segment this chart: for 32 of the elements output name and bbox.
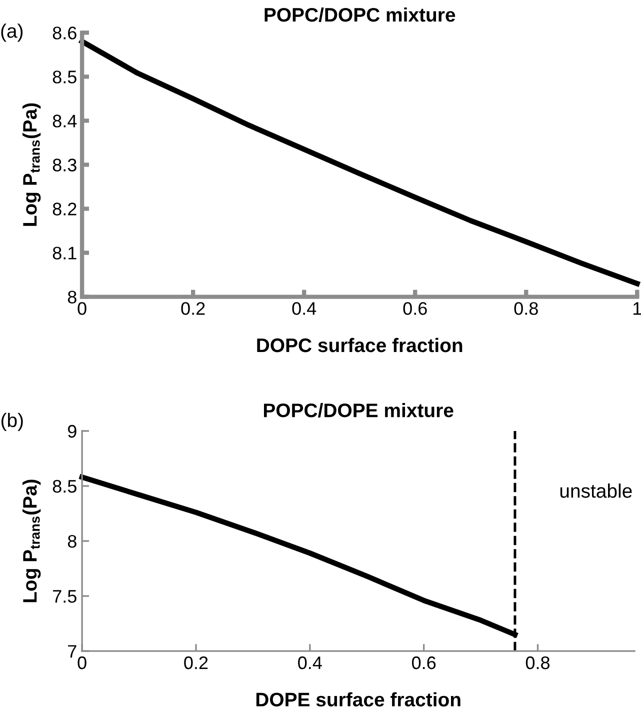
y-tick-label: 8 xyxy=(68,290,76,304)
y-tick-label: 8.5 xyxy=(52,70,76,84)
y-tick-label: 8.2 xyxy=(52,202,76,216)
text: (b) xyxy=(1,412,23,431)
annotation: unstable xyxy=(560,484,632,498)
x-tick-label: 0.4 xyxy=(298,656,322,670)
x-tick-label: 0.8 xyxy=(514,302,538,315)
y-axis-title: Log P$_{trans}$(Pa) xyxy=(22,480,41,602)
x-tick-label: 0 xyxy=(78,302,86,315)
text: (a) xyxy=(1,24,23,42)
chart-title: POPC/DOPE mixture xyxy=(264,402,454,418)
x-tick-label: 0 xyxy=(78,656,86,670)
x-tick-label: 0.4 xyxy=(292,302,316,315)
y-tick-label: 8.1 xyxy=(52,246,76,260)
x-axis-title: DOPC surface fraction xyxy=(257,338,462,352)
y-axis-title: Log P$_{trans}$(Pa) xyxy=(22,103,41,226)
y-tick-label: 8.3 xyxy=(52,158,76,172)
y-tick-label: 9 xyxy=(68,424,76,438)
chart-title: POPC/DOPC mixture xyxy=(264,7,456,22)
x-tick-label: 0.2 xyxy=(181,302,205,315)
y-tick-label: 7.5 xyxy=(53,590,76,603)
y-tick-label: 8.5 xyxy=(52,480,76,493)
y-tick-label: 8.6 xyxy=(52,26,76,40)
x-tick-label: 0.6 xyxy=(403,302,427,315)
x-tick-label: 0.8 xyxy=(526,656,550,670)
x-axis-title: DOPE surface fraction xyxy=(256,692,460,706)
y-tick-label: 8 xyxy=(68,534,76,548)
x-tick-label: 1 xyxy=(634,302,641,315)
x-tick-label: 0.2 xyxy=(184,656,208,670)
y-tick-label: 8.4 xyxy=(52,114,77,128)
y-tick-label: 7 xyxy=(68,645,76,658)
x-tick-label: 0.6 xyxy=(412,656,436,670)
